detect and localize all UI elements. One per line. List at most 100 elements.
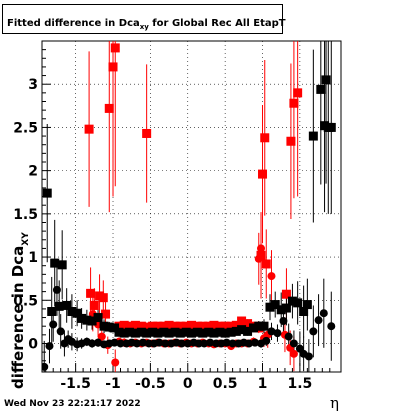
x-tick-label: 0 — [183, 376, 193, 392]
data-point-square — [87, 316, 97, 326]
data-point-square — [164, 328, 174, 338]
data-point-square — [289, 98, 299, 108]
data-point-square — [258, 169, 268, 179]
data-point-square — [142, 128, 152, 138]
data-point-square — [119, 328, 129, 338]
data-point-square — [243, 319, 253, 329]
data-point-square — [237, 325, 247, 335]
data-point-square — [198, 321, 208, 331]
data-point-circle — [245, 339, 254, 348]
data-point-square — [243, 326, 253, 336]
data-point-square — [220, 328, 230, 338]
data-point-square — [153, 321, 163, 331]
data-point-square — [260, 133, 270, 143]
data-point-square — [159, 321, 169, 331]
data-point-circle — [289, 339, 298, 348]
data-point-square — [86, 288, 96, 298]
data-point-circle — [273, 329, 282, 338]
data-point-circle — [56, 327, 65, 336]
data-point-square — [99, 321, 109, 331]
data-point-square — [265, 302, 275, 312]
data-point-square — [136, 321, 146, 331]
data-point-circle — [45, 342, 54, 351]
data-point-square — [170, 327, 180, 337]
y-axis-label-subscript: XY — [21, 232, 31, 246]
data-point-square — [153, 328, 163, 338]
y-tick-label: 2 — [28, 164, 38, 180]
data-point-square — [326, 122, 336, 132]
data-point-square — [148, 321, 158, 331]
data-point-square — [308, 131, 318, 141]
data-point-circle — [254, 254, 263, 263]
data-point-circle — [327, 322, 336, 331]
data-point-circle — [155, 338, 164, 347]
data-point-square — [270, 300, 280, 310]
data-point-square — [84, 124, 94, 134]
data-point-circle — [289, 349, 298, 358]
y-tick-label: 1.5 — [13, 207, 38, 223]
data-point-square — [54, 301, 64, 311]
data-point-circle — [138, 338, 147, 347]
chart-title: Fitted difference in Dcaxy for Global Re… — [7, 18, 286, 31]
x-tick-label: -1 — [105, 376, 121, 392]
data-point-circle — [88, 339, 97, 348]
plot-frame — [41, 40, 342, 373]
data-layer — [42, 41, 336, 372]
data-point-square — [42, 188, 52, 198]
data-point-square — [215, 321, 225, 331]
data-point-square — [281, 303, 291, 313]
data-point-square — [293, 88, 303, 98]
data-point-circle — [116, 339, 125, 348]
data-point-circle — [319, 309, 328, 318]
data-point-square — [192, 327, 202, 337]
data-point-square — [187, 328, 196, 338]
data-point-square — [286, 136, 296, 146]
data-point-square — [187, 320, 196, 330]
data-point-square — [249, 323, 259, 333]
data-point-circle — [222, 338, 231, 347]
x-tick-label: 0.5 — [213, 376, 238, 392]
data-point-square — [259, 321, 269, 331]
data-point-square — [287, 296, 297, 306]
y-axis-label-main: difference in Dca — [9, 245, 27, 389]
data-point-square — [50, 258, 60, 268]
timestamp: Wed Nov 23 22:21:17 2022 — [4, 399, 141, 409]
data-point-square — [57, 260, 67, 270]
data-point-circle — [49, 320, 58, 329]
data-point-square — [142, 322, 152, 332]
data-point-square — [82, 315, 92, 325]
y-tick-label: 3 — [28, 77, 38, 93]
x-tick-label: 1.5 — [287, 376, 312, 392]
data-point-square — [226, 321, 236, 331]
data-point-square — [276, 305, 286, 315]
data-point-square — [119, 320, 129, 330]
data-point-square — [104, 322, 114, 332]
data-point-square — [89, 300, 99, 310]
x-tick-label: 1 — [258, 376, 268, 392]
data-point-square — [124, 327, 134, 337]
data-point-square — [130, 328, 140, 338]
data-point-square — [98, 293, 108, 303]
data-point-square — [198, 328, 208, 338]
data-point-square — [148, 327, 158, 337]
data-point-square — [142, 328, 152, 338]
data-point-square — [299, 307, 309, 317]
data-point-square — [108, 62, 118, 72]
data-point-square — [231, 326, 241, 336]
data-point-circle — [110, 338, 119, 347]
data-point-square — [204, 327, 214, 337]
data-point-circle — [309, 327, 318, 336]
data-point-square — [110, 43, 120, 53]
data-point-circle — [262, 336, 271, 345]
data-point-circle — [257, 244, 266, 253]
data-point-square — [136, 327, 146, 337]
data-point-circle — [314, 316, 323, 325]
data-point-circle — [206, 338, 215, 347]
data-point-circle — [183, 339, 192, 348]
x-axis-label: η — [330, 394, 339, 412]
data-point-circle — [97, 332, 106, 341]
data-point-circle — [267, 272, 276, 281]
data-point-square — [62, 300, 72, 310]
data-point-square — [302, 300, 312, 310]
data-point-square — [104, 103, 114, 113]
